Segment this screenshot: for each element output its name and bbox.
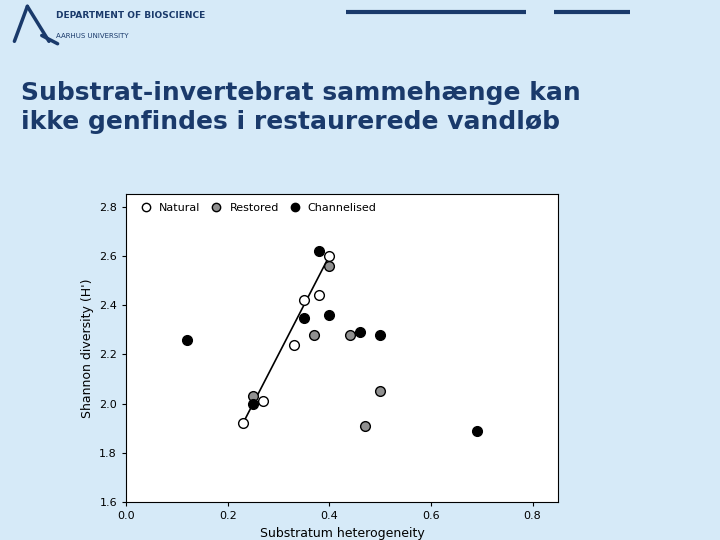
Channelised [313,247,325,255]
Channelised [181,335,193,344]
Text: AARHUS UNIVERSITY: AARHUS UNIVERSITY [56,33,129,39]
Text: Substrat-invertebrat sammehænge kan
ikke genfindes i restaurerede vandløb: Substrat-invertebrat sammehænge kan ikke… [22,80,581,134]
Natural [258,397,269,406]
Channelised [374,330,386,339]
Natural [288,340,300,349]
Channelised [471,427,482,435]
Natural [298,296,310,305]
Restored [374,387,386,396]
Channelised [323,310,335,319]
X-axis label: Substratum heterogeneity: Substratum heterogeneity [260,527,424,540]
Channelised [247,400,258,408]
Natural [313,291,325,300]
Text: DEPARTMENT OF BIOSCIENCE: DEPARTMENT OF BIOSCIENCE [56,11,205,20]
Natural [323,252,335,260]
Legend: Natural, Restored, Channelised: Natural, Restored, Channelised [132,200,380,217]
Channelised [298,313,310,322]
Restored [344,330,356,339]
Restored [323,261,335,270]
Natural [237,419,248,428]
Restored [359,422,371,430]
Channelised [354,328,366,336]
Y-axis label: Shannon diversity (H'): Shannon diversity (H') [81,279,94,418]
Restored [308,330,320,339]
Restored [247,392,258,401]
